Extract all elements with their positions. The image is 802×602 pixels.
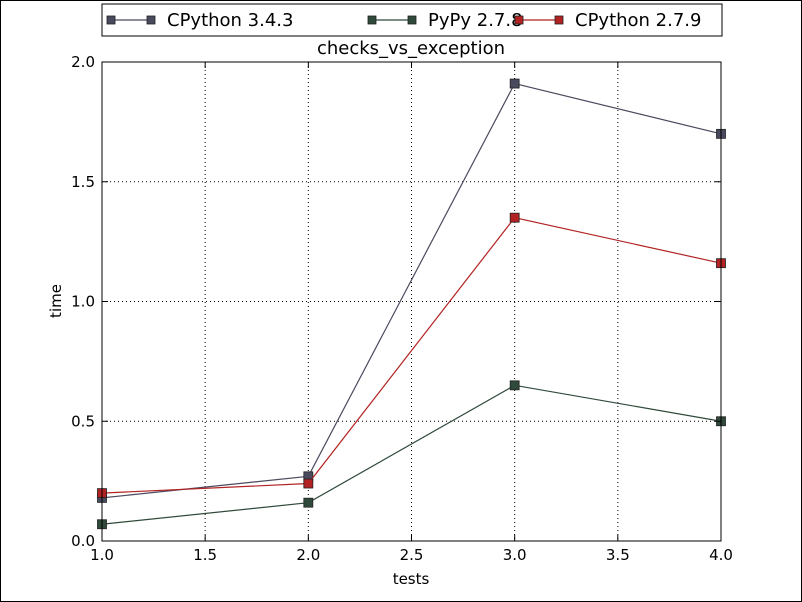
legend-marker <box>146 15 156 25</box>
data-point <box>509 212 520 223</box>
series-line <box>101 384 722 525</box>
chart-title: checks_vs_exception <box>317 38 505 59</box>
series-line <box>101 217 722 494</box>
legend-label: CPython 2.7.9 <box>575 10 701 31</box>
legend-label: PyPy 2.7.8 <box>428 10 523 31</box>
legend-marker <box>514 15 524 25</box>
series-line <box>101 82 722 499</box>
legend-marker <box>554 15 564 25</box>
y-tick-label: 0.5 <box>71 412 95 430</box>
x-tick-label: 3.5 <box>606 546 630 564</box>
y-tick-label: 1.5 <box>71 173 95 191</box>
x-tick-label: 2.0 <box>296 546 320 564</box>
legend-marker <box>106 15 116 25</box>
y-tick-label: 0.0 <box>71 532 95 550</box>
ticks: 1.0 1.5 2.0 2.5 3.0 3.5 4.0 0.0 0.5 1.0 1.5 2.0 <box>71 53 733 564</box>
data-point <box>509 380 520 391</box>
legend: CPython 3.4.3 PyPy 2.7.8 CPython 2.7.9 <box>101 3 723 37</box>
x-tick-label: 2.5 <box>400 546 424 564</box>
y-axis-label: time <box>47 284 65 318</box>
x-tick-label: 4.0 <box>709 546 733 564</box>
data-point <box>303 497 314 508</box>
grid <box>102 62 721 541</box>
legend-marker <box>407 15 417 25</box>
legend-marker <box>367 15 377 25</box>
x-axis-label: tests <box>393 570 430 588</box>
legend-label: CPython 3.4.3 <box>167 10 293 31</box>
y-tick-label: 2.0 <box>71 53 95 71</box>
y-tick-label: 1.0 <box>71 293 95 311</box>
x-tick-label: 3.0 <box>503 546 527 564</box>
data-point <box>509 78 520 89</box>
x-tick-label: 1.0 <box>90 546 114 564</box>
x-tick-label: 1.5 <box>193 546 217 564</box>
data-point <box>303 478 314 489</box>
